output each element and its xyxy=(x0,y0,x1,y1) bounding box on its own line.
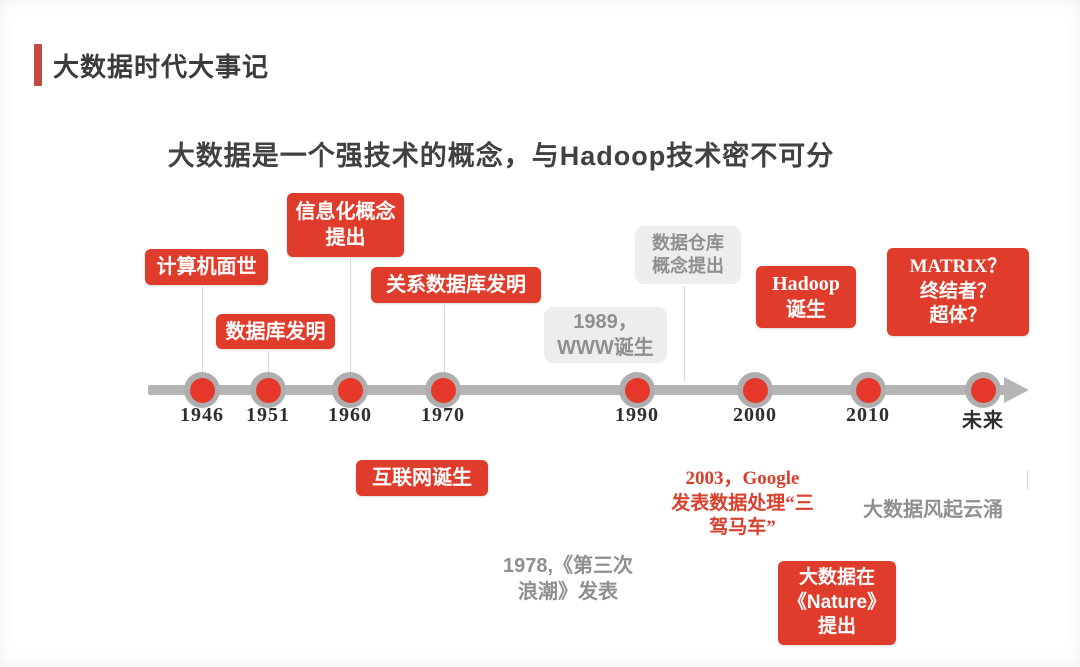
event-label-line: 关系数据库发明 xyxy=(386,274,526,296)
event-label-line: MATRIX？ xyxy=(909,255,1007,277)
event-label-line: 互联网诞生 xyxy=(372,467,472,489)
timeline-dot xyxy=(619,372,655,408)
connector-line xyxy=(1027,470,1028,490)
slide-subtitle: 大数据是一个强技术的概念，与Hadoop技术密不可分 xyxy=(167,141,835,171)
event-third-wave-published: 1978,《第三次 浪潮》发表 xyxy=(478,551,658,607)
event-relational-db-invented: 关系数据库发明 xyxy=(371,267,541,303)
event-label-line: 1989， xyxy=(573,311,638,333)
connector-line xyxy=(444,305,445,372)
event-label-line: 1978,《第三次 xyxy=(502,555,634,577)
title-accent-bar xyxy=(34,44,42,86)
year-label: 2000 xyxy=(733,404,777,426)
event-label-line: 诞生 xyxy=(786,299,826,321)
event-informatization-concept: 信息化概念 提出 xyxy=(287,193,404,257)
connector-line xyxy=(684,286,685,381)
event-label-line: 驾马车” xyxy=(709,517,776,539)
event-label-line: WWW诞生 xyxy=(557,337,654,359)
event-www-born: 1989， WWW诞生 xyxy=(544,307,667,363)
event-database-invented: 数据库发明 xyxy=(216,314,335,349)
event-bigdata-surge: 大数据风起云涌 xyxy=(858,496,1008,524)
page-title: 大数据时代大事记 xyxy=(53,51,270,82)
timeline-dot xyxy=(332,372,368,408)
event-label-line: 大数据在 xyxy=(798,566,875,588)
timeline-dot-core xyxy=(189,377,215,403)
event-label-line: 2003，Google xyxy=(685,467,800,489)
year-label: 2010 xyxy=(846,404,890,426)
timeline-arrow-icon xyxy=(1004,377,1029,403)
year-label: 1951 xyxy=(246,404,290,426)
timeline-dot-core xyxy=(624,377,650,403)
connector-line xyxy=(350,259,351,372)
event-label-line: Hadoop xyxy=(772,273,840,295)
event-label-line: 数据库发明 xyxy=(225,320,326,343)
event-label-line: 计算机面世 xyxy=(156,256,257,278)
timeline-dot-core xyxy=(742,377,768,403)
timeline-dot xyxy=(425,372,461,408)
event-label-line: 《Nature》 xyxy=(787,591,887,613)
connector-line xyxy=(202,287,203,372)
event-computer-debut: 计算机面世 xyxy=(145,249,268,285)
event-label-line: 概念提出 xyxy=(652,256,724,276)
event-google-three-papers: 2003，Google 发表数据处理“三 驾马车” xyxy=(645,466,840,542)
event-label-line: 发表数据处理“三 xyxy=(671,492,814,514)
event-label-line: 浪潮》发表 xyxy=(518,581,618,603)
event-internet-born: 互联网诞生 xyxy=(356,460,488,496)
event-label-line: 信息化概念 xyxy=(295,201,396,223)
year-label: 1960 xyxy=(328,404,372,426)
title-block: 大数据时代大事记 xyxy=(34,44,269,86)
timeline-dot-core xyxy=(255,377,281,403)
event-matrix-future: MATRIX？ 终结者？ 超体？ xyxy=(887,248,1029,336)
year-label: 1970 xyxy=(421,404,465,426)
event-label-line: 提出 xyxy=(817,616,856,638)
timeline-dot-core xyxy=(337,377,363,403)
timeline-dot-core xyxy=(855,377,881,403)
event-label-line: 大数据风起云涌 xyxy=(863,499,1003,521)
timeline-dot xyxy=(737,372,773,408)
connector-line xyxy=(268,351,269,372)
timeline-dot xyxy=(184,372,220,408)
timeline-dot xyxy=(965,372,1001,408)
timeline-dot-core xyxy=(430,377,456,403)
year-label: 1990 xyxy=(615,404,659,426)
event-label-line: 超体？ xyxy=(929,305,987,327)
timeline-dot xyxy=(250,372,286,408)
event-label-line: 提出 xyxy=(325,227,366,249)
event-data-warehouse-concept: 数据仓库 概念提出 xyxy=(635,226,741,284)
timeline-dot-core xyxy=(970,377,996,403)
timeline-dot xyxy=(850,372,886,408)
timeline-bar xyxy=(148,385,1006,395)
year-label: 1946 xyxy=(180,404,224,426)
event-label-line: 数据仓库 xyxy=(652,232,724,253)
year-label: 未来 xyxy=(962,410,1004,432)
event-hadoop-born: Hadoop 诞生 xyxy=(756,266,856,328)
event-bigdata-in-nature: 大数据在《Nature》 提出 xyxy=(778,561,896,645)
event-label-line: 终结者？ xyxy=(919,280,996,302)
